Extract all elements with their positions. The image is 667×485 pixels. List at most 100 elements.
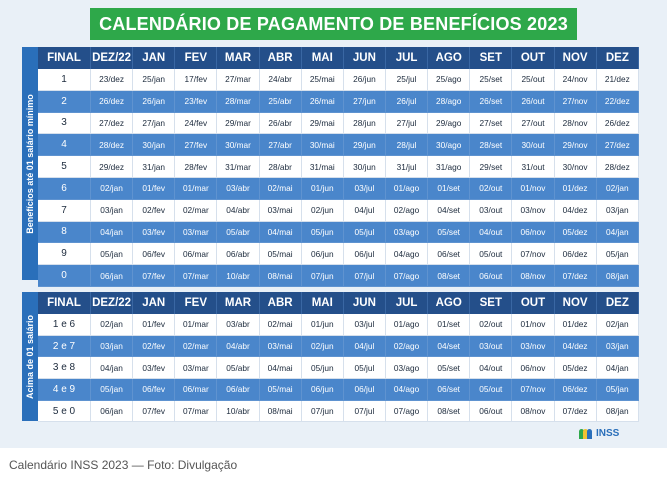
payment-date-cell: 05/out — [469, 378, 513, 401]
payment-date-cell: 28/nov — [554, 112, 597, 135]
column-header-month: JUL — [385, 47, 429, 69]
payment-date-cell: 26/jan — [132, 90, 176, 113]
payment-date-cell: 31/ago — [427, 155, 471, 178]
payment-date-cell: 07/ago — [385, 264, 429, 287]
column-header-month: MAI — [301, 47, 344, 69]
payment-date-cell: 03/abr — [216, 314, 260, 336]
payment-date-cell: 06/mar — [174, 242, 218, 266]
payment-date-cell: 27/set — [469, 112, 513, 135]
payment-date-cell: 08/nov — [511, 400, 555, 423]
payment-date-cell: 07/jul — [343, 400, 386, 423]
final-digit-cell: 3 e 8 — [38, 356, 91, 380]
column-header-month: FEV — [174, 292, 218, 314]
column-header-final: FINAL — [38, 292, 91, 314]
payment-date-cell: 31/mai — [301, 155, 344, 178]
column-header-month: MAR — [216, 292, 260, 314]
payment-date-cell: 24/abr — [259, 69, 302, 91]
payment-date-cell: 28/jun — [343, 112, 386, 135]
column-header-month: DEZ — [596, 47, 640, 69]
payment-date-cell: 04/abr — [216, 335, 260, 358]
column-header-month: FEV — [174, 47, 218, 69]
table-row: 1 23/dez 25/jan 17/fev 27/mar 24/abr 25/mai 26/… — [38, 69, 640, 91]
payment-date-cell: 26/out — [511, 90, 555, 113]
payment-date-cell: 27/jan — [132, 112, 176, 135]
payment-date-cell: 31/out — [511, 155, 555, 178]
payment-date-cell: 28/jul — [385, 133, 429, 157]
payment-date-cell: 03/jan — [90, 199, 134, 222]
payment-date-cell: 06/nov — [511, 221, 555, 244]
payment-date-cell: 01/nov — [511, 177, 555, 200]
payment-date-cell: 03/abr — [216, 177, 260, 200]
payment-date-cell: 28/ago — [427, 90, 471, 113]
payment-date-cell: 06/abr — [216, 242, 260, 266]
payment-date-cell: 05/out — [469, 242, 513, 266]
section-minimum-wage: Benefícios até 01 salário mínimo FINAL DE… — [22, 47, 640, 287]
payment-date-cell: 05/dez — [554, 356, 597, 380]
payment-date-cell: 04/set — [427, 199, 471, 222]
payment-date-cell: 07/dez — [554, 264, 597, 287]
payment-date-cell: 21/dez — [596, 69, 640, 91]
payment-date-cell: 04/mai — [259, 221, 302, 244]
payment-date-cell: 27/abr — [259, 133, 302, 157]
payment-date-cell: 06/set — [427, 378, 471, 401]
payment-date-cell: 31/jul — [385, 155, 429, 178]
payment-date-cell: 28/mar — [216, 90, 260, 113]
payment-date-cell: 04/set — [427, 335, 471, 358]
payment-date-cell: 26/mai — [301, 90, 344, 113]
payment-date-cell: 27/jul — [385, 112, 429, 135]
payment-date-cell: 06/nov — [511, 356, 555, 380]
payment-date-cell: 30/nov — [554, 155, 597, 178]
final-digit-cell: 3 — [38, 112, 91, 135]
section-above-minimum-wage: Acima de 01 salário FINAL DEZ/22 JAN FEV MAR… — [22, 292, 640, 423]
payment-date-cell: 30/out — [511, 133, 555, 157]
payment-date-cell: 30/jan — [132, 133, 176, 157]
payment-date-cell: 01/set — [427, 177, 471, 200]
payment-date-cell: 04/mai — [259, 356, 302, 380]
payment-date-cell: 05/jan — [90, 378, 134, 401]
payment-date-cell: 06/out — [469, 400, 513, 423]
payment-date-cell: 03/fev — [132, 221, 176, 244]
payment-date-cell: 05/jan — [90, 242, 134, 266]
table-row: 6 02/jan 01/fev 01/mar 03/abr 02/mai 01/jun 03/… — [38, 177, 640, 200]
payment-date-cell: 10/abr — [216, 264, 260, 287]
column-header-month: MAI — [301, 292, 344, 314]
payment-date-cell: 03/ago — [385, 221, 429, 244]
column-header-month: DEZ — [596, 292, 640, 314]
table-header-row: FINAL DEZ/22 JAN FEV MAR ABR MAI JUN JUL AGO SET OU… — [38, 292, 640, 314]
payment-date-cell: 27/dez — [90, 112, 134, 135]
payment-date-cell: 01/nov — [511, 314, 555, 336]
column-header-month: ABR — [259, 47, 302, 69]
payment-date-cell: 30/mai — [301, 133, 344, 157]
payment-date-cell: 27/dez — [596, 133, 640, 157]
final-digit-cell: 2 e 7 — [38, 335, 91, 358]
payment-date-cell: 02/jan — [90, 314, 134, 336]
payment-date-cell: 02/fev — [132, 199, 176, 222]
payment-date-cell: 08/jan — [596, 400, 640, 423]
payment-date-cell: 25/ago — [427, 69, 471, 91]
payment-date-cell: 07/dez — [554, 400, 597, 423]
final-digit-cell: 1 — [38, 69, 91, 91]
payment-date-cell: 04/dez — [554, 199, 597, 222]
payment-date-cell: 01/ago — [385, 314, 429, 336]
payment-date-cell: 07/nov — [511, 378, 555, 401]
payment-date-cell: 02/jun — [301, 199, 344, 222]
payment-date-cell: 06/dez — [554, 242, 597, 266]
payment-date-cell: 24/nov — [554, 69, 597, 91]
table-row: 2 e 7 03/jan 02/fev 02/mar 04/abr 03/mai 02/ju… — [38, 335, 640, 358]
payment-date-cell: 01/ago — [385, 177, 429, 200]
payment-date-cell: 05/mai — [259, 378, 302, 401]
payment-date-cell: 28/set — [469, 133, 513, 157]
payment-date-cell: 04/out — [469, 221, 513, 244]
payment-date-cell: 01/fev — [132, 177, 176, 200]
payment-date-cell: 28/fev — [174, 155, 218, 178]
payment-date-cell: 08/set — [427, 264, 471, 287]
final-digit-cell: 7 — [38, 199, 91, 222]
final-digit-cell: 0 — [38, 264, 91, 287]
payment-date-cell: 02/ago — [385, 335, 429, 358]
payment-date-cell: 17/fev — [174, 69, 218, 91]
payment-date-cell: 03/jan — [90, 335, 134, 358]
payment-date-cell: 25/jan — [132, 69, 176, 91]
payment-date-cell: 03/fev — [132, 356, 176, 380]
column-header-month: JAN — [132, 47, 176, 69]
payment-date-cell: 26/dez — [90, 90, 134, 113]
